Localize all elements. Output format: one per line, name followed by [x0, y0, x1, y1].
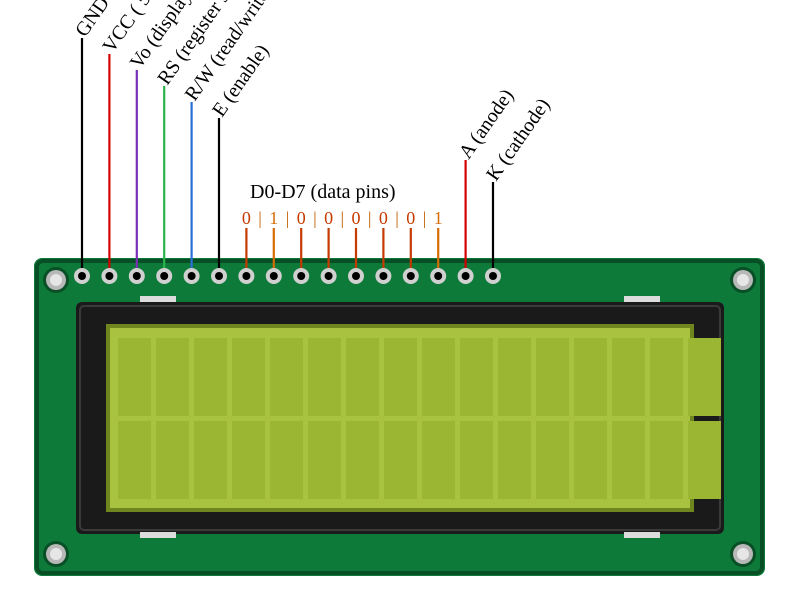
lcd-char-cell [460, 421, 493, 499]
bezel-tab [624, 532, 660, 538]
pin-hole [297, 272, 305, 280]
lcd-char-cell [498, 421, 531, 499]
bezel-tab [140, 296, 176, 302]
data-bit: 0 [406, 208, 415, 228]
lcd-char-cell [118, 338, 151, 416]
lcd-char-cell [688, 421, 721, 499]
lcd-char-cell [232, 338, 265, 416]
pin-hole [325, 272, 333, 280]
lcd-char-cell [422, 421, 455, 499]
pin-hole [379, 272, 387, 280]
pin-hole [160, 272, 168, 280]
screw-hole-inner [50, 548, 62, 560]
data-bit-separator: | [258, 208, 262, 228]
pin-hole [105, 272, 113, 280]
lcd-char-cell [308, 338, 341, 416]
lcd-char-cell [612, 421, 645, 499]
lcd-char-cell [118, 421, 151, 499]
lcd-char-cell [650, 338, 683, 416]
pin-hole [78, 272, 86, 280]
lcd-char-cell [232, 421, 265, 499]
pin-hole [188, 272, 196, 280]
screw-hole-inner [737, 274, 749, 286]
data-bit-separator: | [313, 208, 317, 228]
lcd-char-cell [612, 338, 645, 416]
pin-hole [242, 272, 250, 280]
pin-hole [407, 272, 415, 280]
data-bit: 0 [379, 208, 388, 228]
screw-hole-inner [737, 548, 749, 560]
pin-hole [270, 272, 278, 280]
data-bit-separator: | [423, 208, 427, 228]
lcd-char-cell [688, 338, 721, 416]
lcd-char-cell [536, 421, 569, 499]
lcd-pinout-diagram: GND (ground)VCC ( 5 volts)Vo (display co… [0, 0, 800, 595]
pin-hole [434, 272, 442, 280]
pin-hole [215, 272, 223, 280]
lcd-char-cell [460, 338, 493, 416]
bezel-tab [140, 532, 176, 538]
pin-hole [462, 272, 470, 280]
lcd-char-cell [536, 338, 569, 416]
lcd-char-cell [574, 421, 607, 499]
pin-hole [133, 272, 141, 280]
pin-hole [352, 272, 360, 280]
lcd-char-cell [346, 338, 379, 416]
lcd-char-cell [194, 338, 227, 416]
bezel-tab [624, 296, 660, 302]
lcd-char-cell [384, 338, 417, 416]
lcd-char-cell [498, 338, 531, 416]
data-bit: 0 [324, 208, 333, 228]
data-bit-separator: | [368, 208, 372, 228]
lcd-char-cell [346, 421, 379, 499]
lcd-char-cell [574, 338, 607, 416]
lcd-char-cell [384, 421, 417, 499]
data-bit: 0 [297, 208, 306, 228]
lcd-char-cell [156, 421, 189, 499]
data-bit: 0 [242, 208, 251, 228]
lcd-char-cell [308, 421, 341, 499]
screw-hole-inner [50, 274, 62, 286]
data-pins-label: D0-D7 (data pins) [250, 181, 396, 203]
lcd-char-cell [194, 421, 227, 499]
pin-hole [489, 272, 497, 280]
lcd-char-cell [270, 338, 303, 416]
data-bit-separator: | [340, 208, 344, 228]
lcd-char-cell [270, 421, 303, 499]
data-bit: 1 [269, 208, 278, 228]
data-bit-separator: | [286, 208, 290, 228]
lcd-char-cell [422, 338, 455, 416]
lcd-char-cell [650, 421, 683, 499]
data-bit-separator: | [395, 208, 399, 228]
data-bit: 1 [434, 208, 443, 228]
data-bit: 0 [352, 208, 361, 228]
lcd-char-cell [156, 338, 189, 416]
